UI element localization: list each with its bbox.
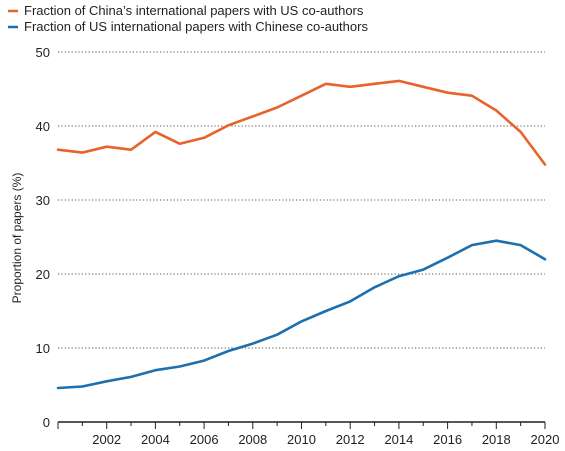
x-tick-label-2014: 2014	[384, 432, 413, 447]
x-tick-label-2008: 2008	[238, 432, 267, 447]
x-tick-label-2010: 2010	[287, 432, 316, 447]
china-share-with-us-line	[56, 79, 547, 166]
x-tick-label-2012: 2012	[336, 432, 365, 447]
x-axis: 2002 2004 2006 2008 2010 2012 2014 2016 2018 2020	[57, 421, 560, 447]
y-axis-title: Proportion of papers (%)	[10, 173, 24, 304]
series-lines	[56, 79, 547, 390]
x-tick-label-2020: 2020	[531, 432, 560, 447]
y-axis-ticks: 0 10 20 30 40 50	[36, 45, 50, 430]
x-tick-label-2018: 2018	[482, 432, 511, 447]
y-tick-label-30: 30	[36, 193, 50, 208]
x-tick-label-2016: 2016	[433, 432, 462, 447]
us-share-with-china-line	[56, 239, 547, 390]
x-tick-label-2004: 2004	[141, 432, 170, 447]
y-tick-label-10: 10	[36, 341, 50, 356]
legend: Fraction of China’s international papers…	[8, 3, 368, 34]
y-tick-label-50: 50	[36, 45, 50, 60]
legend-label-china: Fraction of China’s international papers…	[24, 3, 364, 18]
y-tick-label-0: 0	[43, 415, 50, 430]
y-tick-label-40: 40	[36, 119, 50, 134]
legend-label-us: Fraction of US international papers with…	[24, 19, 368, 34]
y-tick-label-20: 20	[36, 267, 50, 282]
x-tick-label-2006: 2006	[190, 432, 219, 447]
x-tick-label-2002: 2002	[92, 432, 121, 447]
